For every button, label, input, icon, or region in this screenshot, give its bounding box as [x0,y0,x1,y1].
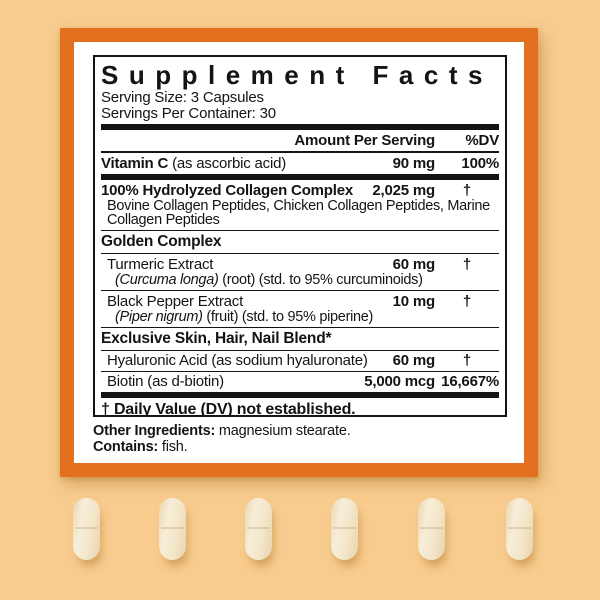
nutrient-botanical-detail: (Piper nigrum) (fruit) (std. to 95% pipe… [101,309,499,325]
capsule [331,498,358,560]
nutrient-row: Black Pepper Extract 10 mg † [101,294,499,310]
botanical-detail-rest: (root) (std. to 95% curcuminoids) [218,272,423,288]
capsule-seam [508,527,531,530]
nutrient-botanical-detail: (Curcuma longa) (root) (std. to 95% curc… [101,272,499,288]
thick-divider [101,124,499,130]
nutrient-name: Vitamin C (as ascorbic acid) [101,153,330,174]
serving-size: Serving Size: 3 Capsules [101,89,264,106]
row-collagen-complex: 100% Hydrolyzed Collagen Complex 2,025 m… [101,180,499,230]
thick-divider [101,392,499,398]
nutrient-dv: 100% [461,155,499,172]
row-hyaluronic-acid: Hyaluronic Acid (as sodium hyaluronate) … [101,351,499,371]
capsule [245,498,272,560]
divider [101,151,499,153]
capsule-seam [420,527,443,530]
nutrient-name: 100% Hydrolyzed Collagen Complex [101,182,354,199]
nutrient-sub-ingredients: Bovine Collagen Peptides, Chicken Collag… [107,198,490,228]
botanical-detail-rest: (fruit) (std. to 95% piperine) [202,309,374,325]
nutrient-dv: † [462,256,472,273]
divider [101,350,499,351]
nutrient-row: 100% Hydrolyzed Collagen Complex 2,025 m… [101,183,499,199]
divider [101,371,499,372]
nutrient-dv: † [462,293,472,310]
row-biotin: Biotin (as d-biotin) 5,000 mcg 16,667% [101,372,499,392]
capsule [159,498,186,560]
daily-value-footnote: † Daily Value (DV) not established. [101,401,356,417]
section-skin-hair-nail-blend: Exclusive Skin, Hair, Nail Blend* [101,330,332,347]
contains-label: Contains: [93,438,159,455]
panel-title: Supplement Facts [101,61,493,90]
nutrient-amount: 2,025 mg [372,182,435,199]
dv-column-header: %DV [465,132,499,149]
nutrient-name: Hyaluronic Acid (as sodium hyaluronate) [107,352,368,369]
row-vitamin-c: Vitamin C (as ascorbic acid) 90 mg 100% [101,153,499,174]
other-ingredients-line: Other Ingredients: magnesium stearate. [93,423,524,440]
thick-divider [101,174,499,180]
divider [101,230,499,231]
nutrient-dv: † [462,352,472,369]
nutrient-dv: † [462,182,472,199]
nutrient-name: Black Pepper Extract [107,293,244,310]
amount-column-header: Amount Per Serving [294,132,435,149]
divider [101,290,499,291]
contains-line: Contains: fish. [93,438,524,456]
nutrient-row: Turmeric Extract 60 mg † [101,257,499,273]
capsule-seam [247,527,270,530]
section-golden-complex: Golden Complex [101,233,222,250]
latin-name: (Piper nigrum) [115,309,203,325]
nutrient-amount: 5,000 mcg [364,373,435,390]
other-ingredients-value: magnesium stearate. [215,423,351,439]
capsule-seam [161,527,184,530]
nutrient-name: Turmeric Extract [107,256,214,273]
column-header-row: Amount Per Serving %DV [101,130,499,151]
supplement-facts-panel: Supplement Facts Serving Size: 3 Capsule… [93,55,507,417]
capsule-seam [75,527,98,530]
divider [101,327,499,328]
servings-per-container: Servings Per Container: 30 [101,104,276,122]
other-ingredients-label: Other Ingredients: [93,423,216,439]
supplement-label: Supplement Facts Serving Size: 3 Capsule… [60,28,538,477]
nutrient-name-bold: Vitamin C [101,155,169,172]
capsule [73,498,100,560]
contains-value: fish. [158,438,188,455]
nutrient-dv: 16,667% [441,373,499,390]
nutrient-amount: 60 mg [392,256,436,273]
row-black-pepper-extract: Black Pepper Extract 10 mg † (Piper nigr… [101,291,499,327]
latin-name: (Curcuma longa) [115,272,219,288]
nutrient-amount: 60 mg [392,352,436,369]
nutrient-name: Biotin (as d-biotin) [107,373,224,390]
nutrient-name-detail: (as ascorbic acid) [168,155,287,172]
nutrient-amount: 90 mg [392,155,436,172]
row-turmeric-extract: Turmeric Extract 60 mg † (Curcuma longa)… [101,254,499,290]
capsule-seam [333,527,356,530]
other-ingredients-block: Other Ingredients: magnesium stearate. C… [93,423,524,456]
nutrient-amount: 10 mg [392,293,436,310]
capsule [418,498,445,560]
divider [101,253,499,254]
capsule [506,498,533,560]
